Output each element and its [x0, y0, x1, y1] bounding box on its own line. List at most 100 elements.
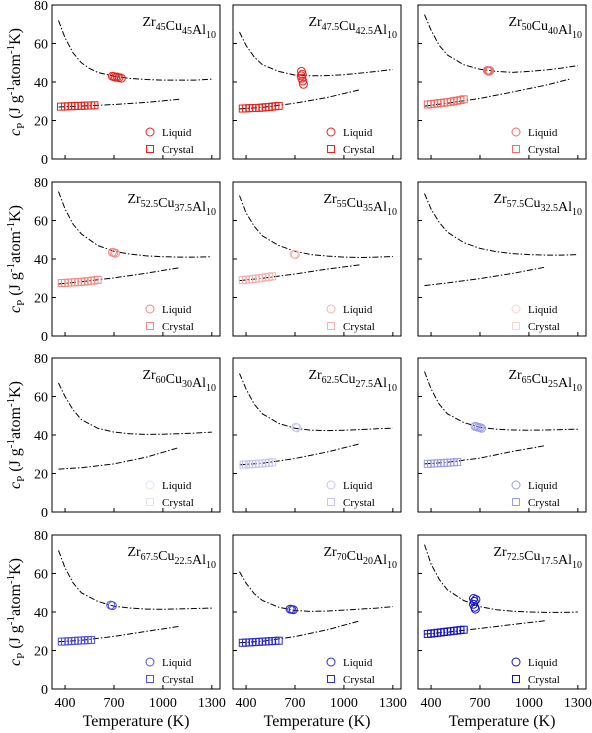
panel-title: Zr47.5Cu42.5Al10	[308, 15, 397, 41]
y-tick-label: 20	[34, 292, 48, 307]
chart-panel: Zr65Cu25Al10 Liquid Crystal	[417, 357, 587, 513]
x-tick-label: 700	[469, 696, 490, 711]
panel-title: Zr45Cu45Al10	[142, 15, 216, 41]
liquid-fit-line	[424, 544, 578, 613]
x-axis-label: Temperature (K)	[83, 713, 190, 730]
legend-liquid-label: Liquid	[343, 657, 373, 669]
legend-crystal-marker	[512, 498, 520, 506]
liquid-point	[470, 604, 480, 614]
y-tick-label: 60	[34, 38, 48, 53]
x-tick-label: 1000	[515, 696, 543, 711]
liquid-point	[471, 594, 481, 604]
y-tick-label: 40	[34, 253, 48, 268]
y-tick-label: 0	[41, 153, 48, 168]
liquid-fit-line	[239, 571, 393, 612]
crystal-fit-line	[424, 266, 546, 287]
crystal-point	[453, 457, 462, 466]
legend-liquid-label: Liquid	[162, 304, 192, 316]
legend-liquid-marker	[145, 127, 155, 137]
panel-title: Zr55Cu35Al10	[323, 192, 397, 218]
legend-liquid-label: Liquid	[343, 304, 373, 316]
x-axis-label: Temperature (K)	[449, 713, 556, 730]
legend-liquid-marker	[511, 657, 521, 667]
y-tick-label: 80	[34, 176, 48, 191]
liquid-fit-line	[239, 373, 393, 432]
chart-panel: Zr50Cu40Al10 Liquid Crystal	[417, 4, 587, 160]
y-tick-label: 20	[34, 468, 48, 483]
legend-crystal-marker	[146, 145, 154, 153]
x-axis-label: Temperature (K)	[264, 713, 371, 730]
liquid-point	[485, 66, 495, 76]
panel-title: Zr57.5Cu32.5Al10	[493, 192, 582, 218]
legend-liquid-marker	[145, 304, 155, 314]
crystal-fit-line	[58, 267, 180, 285]
panel-title: Zr62.5Cu27.5Al10	[308, 368, 397, 394]
x-tick-label: 400	[236, 696, 257, 711]
crystal-point	[93, 275, 102, 284]
legend-liquid-label: Liquid	[528, 480, 558, 492]
legend-liquid-label: Liquid	[343, 127, 373, 139]
y-tick-label: 80	[34, 352, 48, 367]
legend-liquid-label: Liquid	[162, 480, 192, 492]
chart-panel: 0 20 40 60 80 Zr45Cu45Al10 Liquid Crystal	[34, 0, 221, 168]
liquid-point	[116, 73, 126, 83]
crystal-point	[459, 95, 468, 104]
legend-crystal-marker	[146, 675, 154, 683]
legend-liquid-marker	[145, 657, 155, 667]
legend-liquid-marker	[511, 304, 521, 314]
liquid-fit-line	[58, 382, 212, 435]
chart-panel: 400 700 1000 1300 Zr70Cu20Al10 Liquid Crystal	[232, 534, 407, 711]
panel-title: Zr52.5Cu37.5Al10	[127, 192, 216, 218]
liquid-fit-line	[424, 371, 578, 431]
panel-title: Zr60Cu30Al10	[142, 368, 216, 394]
crystal-fit-line	[239, 89, 361, 110]
legend-liquid-label: Liquid	[162, 127, 192, 139]
legend-liquid-marker	[326, 480, 336, 490]
x-tick-label: 400	[55, 696, 76, 711]
y-axis-label: cP (J g-1atom-1K)	[5, 558, 27, 666]
y-tick-label: 0	[41, 506, 48, 521]
liquid-fit-line	[239, 195, 393, 259]
x-tick-label: 1300	[564, 696, 592, 711]
legend-crystal-label: Crystal	[528, 144, 560, 156]
y-tick-label: 40	[34, 606, 48, 621]
panel-title: Zr70Cu20Al10	[323, 545, 397, 571]
legend-crystal-label: Crystal	[528, 321, 560, 333]
x-tick-label: 1000	[149, 696, 177, 711]
legend-crystal-marker	[327, 675, 335, 683]
y-tick-label: 20	[34, 645, 48, 660]
legend-crystal-label: Crystal	[343, 674, 375, 686]
liquid-point	[111, 248, 121, 258]
liquid-fit-line	[58, 191, 212, 258]
panel-title: Zr72.5Cu17.5Al10	[493, 545, 582, 571]
legend-liquid-marker	[326, 657, 336, 667]
x-tick-label: 1300	[198, 696, 226, 711]
legend-crystal-marker	[327, 498, 335, 506]
crystal-fit-line	[58, 98, 180, 108]
crystal-fit-line	[424, 445, 546, 465]
liquid-fit-line	[424, 193, 578, 256]
liquid-fit-line	[239, 31, 393, 77]
liquid-fit-line	[58, 20, 212, 81]
chart-panel: 400 700 1000 1300 Zr72.5Cu17.5Al10 Liquid Crys…	[417, 534, 592, 711]
legend-liquid-marker	[145, 480, 155, 490]
chart-panel: 0 20 40 60 80 Zr52.5Cu37.5Al10 Liquid Crystal	[34, 176, 221, 345]
crystal-fit-line	[424, 78, 570, 107]
y-tick-label: 0	[41, 683, 48, 698]
crystal-point	[268, 272, 277, 281]
x-tick-label: 1000	[330, 696, 358, 711]
y-tick-label: 60	[34, 391, 48, 406]
liquid-point	[296, 71, 306, 81]
x-tick-label: 700	[284, 696, 305, 711]
crystal-point	[274, 101, 283, 110]
x-tick-label: 700	[103, 696, 124, 711]
legend-crystal-label: Crystal	[343, 321, 375, 333]
y-tick-label: 40	[34, 76, 48, 91]
chart-panel: 400 700 1000 1300 0 20 40 60 80 Zr67.5Cu22.5Al10 L…	[34, 529, 226, 711]
crystal-point	[268, 458, 277, 467]
legend-crystal-marker	[512, 145, 520, 153]
crystal-fit-line	[58, 447, 180, 470]
liquid-point	[477, 423, 487, 433]
panel-title: Zr67.5Cu22.5Al10	[127, 545, 216, 571]
liquid-point	[292, 423, 302, 433]
